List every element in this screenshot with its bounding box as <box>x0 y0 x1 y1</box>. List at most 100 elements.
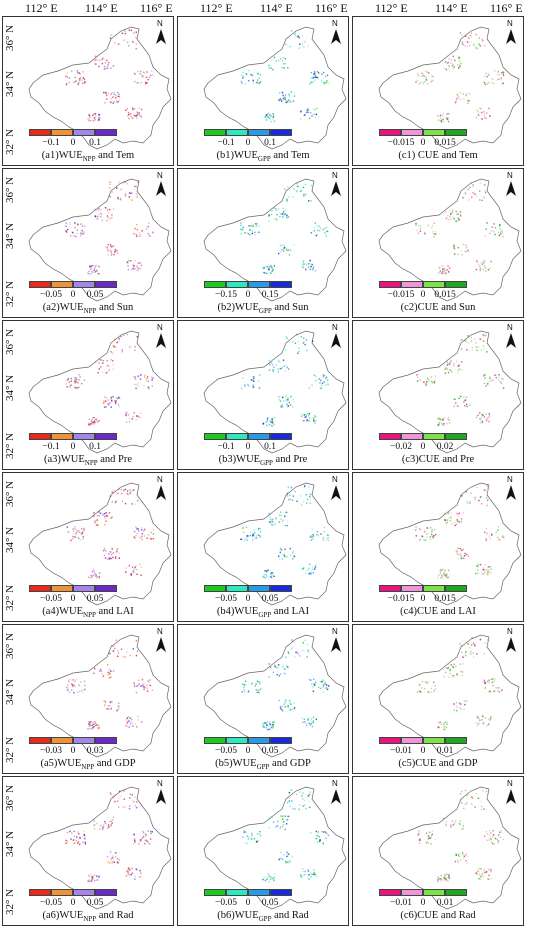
raster-pixel <box>76 229 78 231</box>
raster-pixel <box>306 420 308 422</box>
raster-pixel <box>269 876 271 878</box>
panel-caption: (b4)WUEGPP and LAI <box>178 606 348 619</box>
raster-pixel <box>110 406 112 408</box>
legend-tick-label: 0 <box>420 442 426 452</box>
raster-pixel <box>106 708 108 710</box>
raster-pixel <box>433 529 436 531</box>
raster-pixel <box>273 876 276 878</box>
raster-pixel <box>481 420 484 423</box>
legend-swatch <box>270 129 292 136</box>
raster-pixel <box>419 538 421 541</box>
north-arrow-label: N <box>507 627 513 636</box>
raster-pixel <box>270 576 272 578</box>
legend-swatch <box>401 129 423 136</box>
raster-pixel <box>250 379 253 381</box>
raster-pixel <box>461 549 463 552</box>
raster-pixel <box>439 267 441 270</box>
north-arrow-icon: N <box>330 779 342 804</box>
raster-pixel <box>139 869 141 872</box>
raster-pixel <box>106 209 109 211</box>
raster-pixel <box>96 269 98 272</box>
legend-swatch <box>73 737 95 744</box>
raster-pixel <box>443 725 445 728</box>
raster-pixel <box>144 72 146 74</box>
raster-pixel <box>66 841 68 844</box>
raster-pixel <box>300 874 302 876</box>
raster-pixel <box>487 74 490 76</box>
raster-pixel <box>485 270 487 272</box>
raster-pixel <box>314 684 316 686</box>
raster-pixel <box>442 273 444 275</box>
raster-pixel <box>112 796 114 798</box>
raster-pixel <box>111 856 114 858</box>
raster-pixel <box>323 381 326 383</box>
raster-pixel <box>110 34 113 36</box>
raster-pixel <box>74 386 76 388</box>
raster-pixel <box>456 710 458 712</box>
raster-pixel <box>322 691 324 693</box>
raster-pixel <box>121 351 124 353</box>
legend-swatch <box>270 585 292 592</box>
raster-pixel <box>98 266 101 268</box>
raster-pixel <box>485 267 487 269</box>
raster-pixel <box>486 75 488 78</box>
raster-pixel <box>136 335 138 338</box>
raster-pixel <box>490 678 493 680</box>
raster-pixel <box>92 722 94 724</box>
raster-pixel <box>242 77 244 79</box>
raster-pixel <box>441 575 444 577</box>
raster-pixel <box>300 190 302 192</box>
raster-pixel <box>111 191 113 193</box>
raster-pixel <box>91 576 93 578</box>
raster-pixel <box>498 831 501 833</box>
raster-pixel <box>71 684 74 686</box>
raster-pixel <box>79 836 81 839</box>
raster-pixel <box>76 232 78 235</box>
raster-pixel <box>310 875 312 878</box>
raster-pixel <box>91 876 94 878</box>
raster-pixel <box>79 690 81 692</box>
raster-pixel <box>288 699 291 701</box>
legend-swatch <box>29 129 51 136</box>
panel-caption: (a2)WUENPP and Sun <box>3 302 173 315</box>
raster-pixel <box>472 642 475 645</box>
map-panel-a6: 36° N 34° N 32° N N −0.05 0 0.05 (a6)WUENPP and… <box>2 776 174 926</box>
raster-pixel <box>443 877 445 879</box>
raster-pixel <box>132 489 134 491</box>
raster-pixel <box>102 675 105 677</box>
raster-pixel <box>458 512 461 514</box>
raster-pixel <box>128 726 130 728</box>
raster-pixel <box>415 222 417 225</box>
raster-pixel <box>442 113 444 115</box>
raster-pixel <box>466 862 469 864</box>
raster-pixel <box>498 376 500 379</box>
legend-ticks: −0.015 0 0.015 <box>373 594 513 606</box>
raster-pixel <box>457 96 460 98</box>
raster-pixel <box>141 527 143 529</box>
raster-pixel <box>272 116 275 118</box>
raster-pixel <box>291 640 294 643</box>
raster-pixel <box>106 215 109 217</box>
raster-pixel <box>76 531 78 533</box>
province-outline <box>28 786 172 910</box>
raster-pixel <box>77 841 80 843</box>
raster-pixel <box>498 74 500 76</box>
raster-pixel <box>292 100 295 102</box>
raster-pixel <box>481 719 483 721</box>
raster-pixel <box>293 708 295 710</box>
raster-pixel <box>128 44 130 47</box>
raster-pixel <box>296 651 298 654</box>
raster-pixel <box>286 198 288 200</box>
raster-pixel <box>139 839 141 841</box>
raster-pixel <box>499 831 502 833</box>
raster-pixel <box>283 553 285 555</box>
raster-pixel <box>446 364 448 366</box>
raster-pixel <box>483 44 486 47</box>
raster-pixel <box>481 199 483 202</box>
raster-pixel <box>481 111 483 114</box>
raster-pixel <box>98 116 100 118</box>
raster-pixel <box>140 876 142 878</box>
raster-pixel <box>279 673 282 675</box>
raster-pixel <box>477 111 479 113</box>
legend-swatch <box>95 129 117 136</box>
